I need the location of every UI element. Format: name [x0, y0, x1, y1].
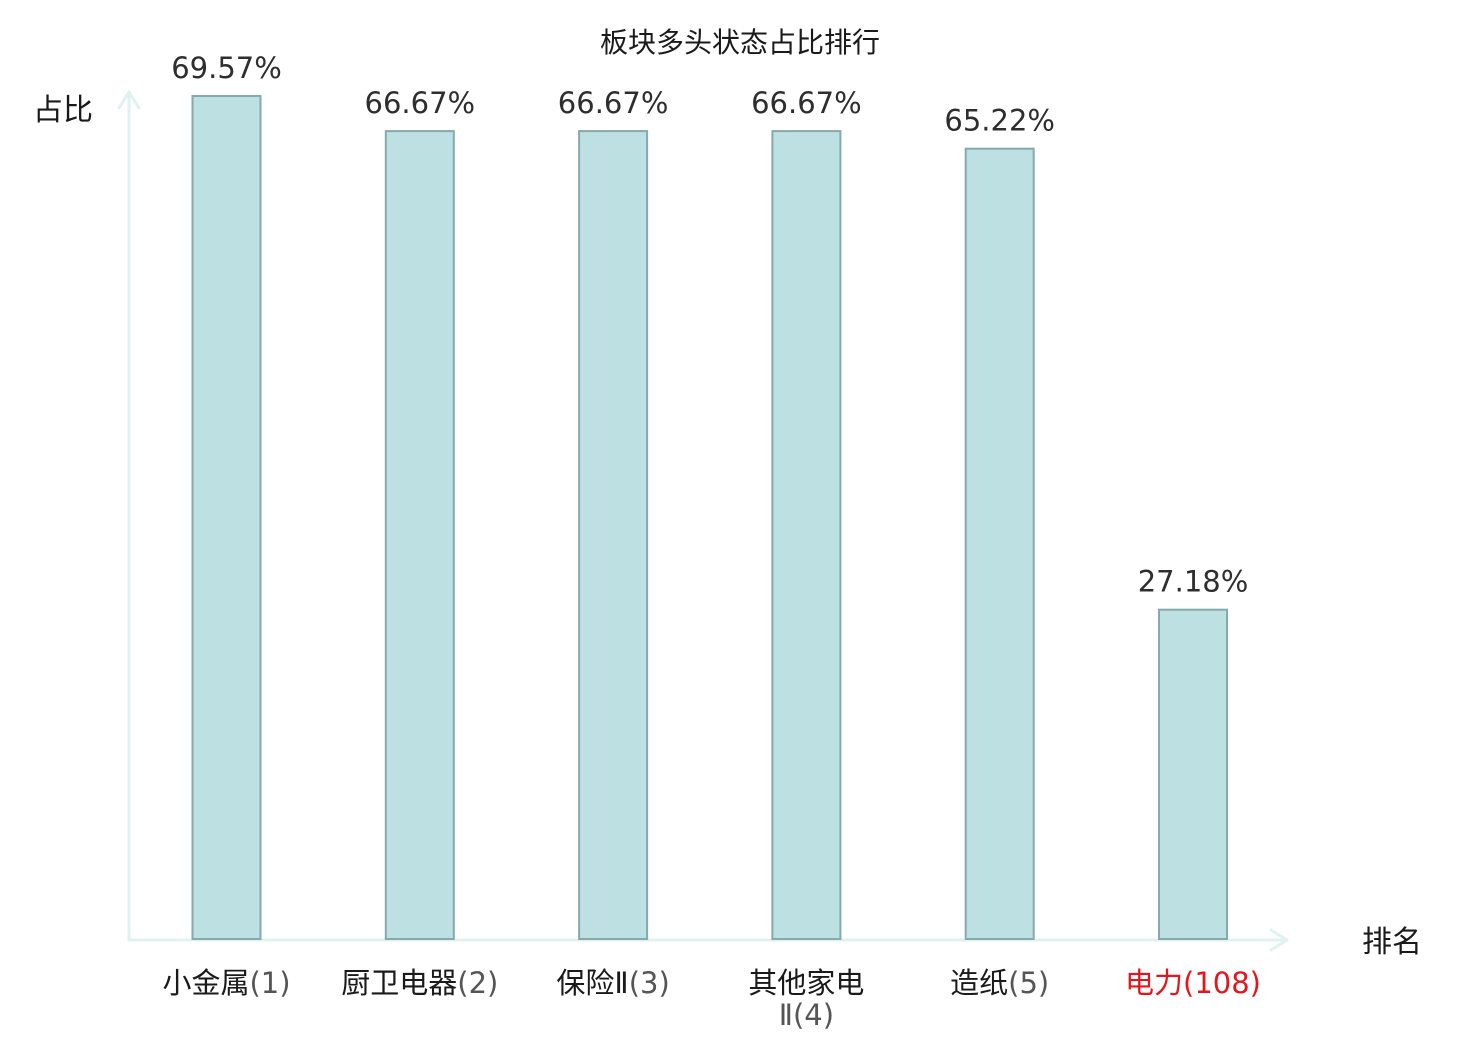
- y-axis-label: 占比: [33, 93, 93, 128]
- category-name-2: 厨卫电器: [341, 966, 457, 1000]
- value-label-3: 66.67%: [558, 86, 669, 120]
- category-label-1: 小金属(1): [162, 966, 290, 1000]
- category-label-2: 厨卫电器(2): [341, 966, 498, 1000]
- x-axis-arrow: [1269, 928, 1289, 952]
- value-labels: 69.57% 66.67% 66.67% 66.67% 65.22% 27.18%: [171, 51, 1248, 599]
- category-rank-6: (108): [1183, 966, 1261, 1000]
- bar-3: [578, 130, 649, 941]
- category-rank-4: Ⅱ(4): [779, 998, 834, 1032]
- value-label-6: 27.18%: [1138, 565, 1249, 599]
- value-label-4: 66.67%: [751, 86, 862, 120]
- value-label-1: 69.57%: [171, 51, 282, 85]
- category-name-6: 电力: [1125, 966, 1183, 1000]
- bar-1: [191, 95, 262, 940]
- value-label-2: 66.67%: [365, 86, 476, 120]
- category-rank-2: (2): [457, 966, 498, 1000]
- category-rank-3: (3): [629, 966, 670, 1000]
- category-label-3: 保险Ⅱ(3): [556, 966, 669, 1000]
- category-rank-5: (5): [1008, 966, 1049, 1000]
- category-name-1: 小金属: [162, 966, 249, 1000]
- bars: [191, 95, 1228, 941]
- category-name-3: 保险Ⅱ: [556, 966, 628, 1000]
- category-name-5: 造纸: [950, 966, 1008, 1000]
- bar-4: [771, 130, 842, 941]
- category-label-5: 造纸(5): [950, 966, 1049, 1000]
- x-axis-label: 排名: [1362, 925, 1422, 960]
- bar-2: [384, 130, 455, 941]
- bar-6: [1158, 608, 1228, 940]
- category-label-4: 其他家电: [748, 966, 864, 1000]
- value-label-5: 65.22%: [944, 104, 1055, 138]
- chart-title: 板块多头状态占比排行: [600, 26, 880, 59]
- category-label-6: 电力(108): [1125, 966, 1261, 1000]
- bar-5: [964, 147, 1035, 940]
- y-axis-arrow: [117, 90, 141, 110]
- category-rank-1: (1): [249, 966, 290, 1000]
- axes: [117, 90, 1289, 952]
